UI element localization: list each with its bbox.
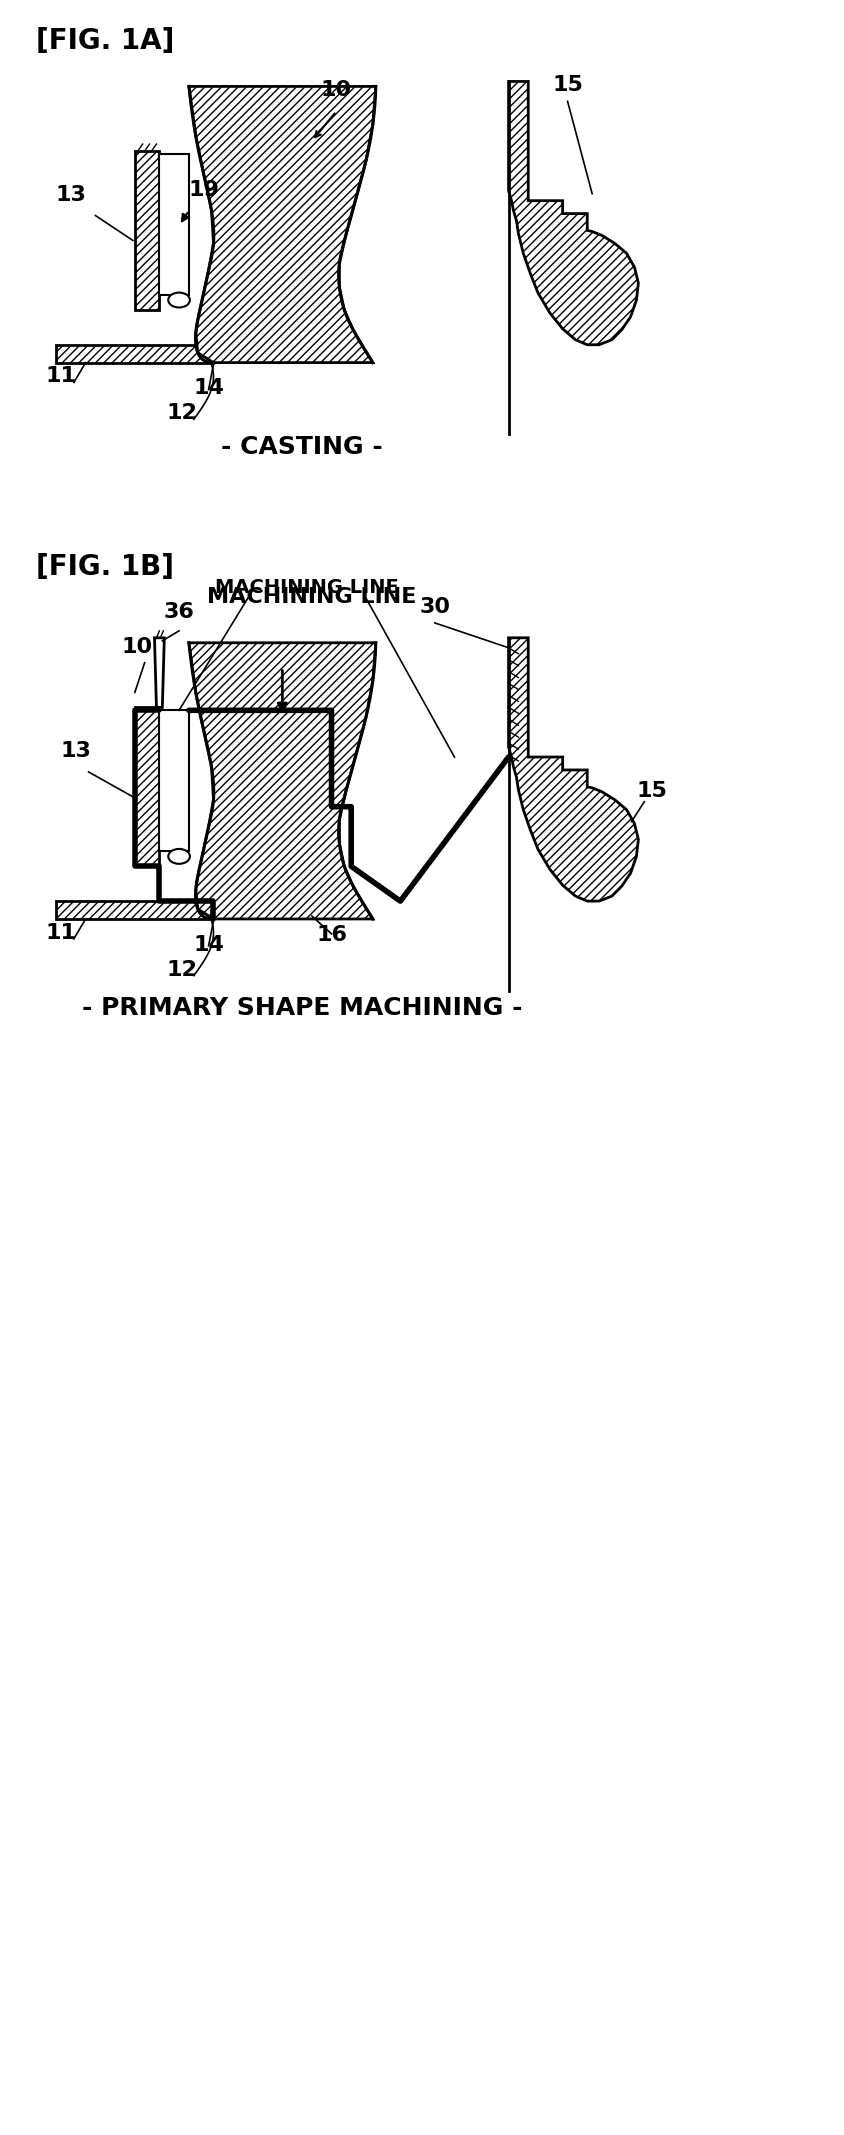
- Text: 14: 14: [193, 935, 224, 954]
- Text: 15: 15: [551, 75, 582, 96]
- Polygon shape: [508, 638, 637, 901]
- Polygon shape: [508, 81, 637, 344]
- Text: 30: 30: [419, 598, 450, 617]
- Text: - CASTING -: - CASTING -: [221, 436, 382, 459]
- Text: [FIG. 1A]: [FIG. 1A]: [36, 28, 175, 56]
- Text: MACHINING LINE: MACHINING LINE: [215, 579, 398, 598]
- Text: 13: 13: [56, 184, 86, 205]
- Text: 14: 14: [193, 378, 224, 399]
- Ellipse shape: [168, 850, 190, 865]
- Text: MACHINING LINE: MACHINING LINE: [207, 587, 416, 606]
- Text: 12: 12: [166, 959, 197, 980]
- Text: 10: 10: [321, 81, 352, 100]
- Polygon shape: [135, 152, 160, 310]
- Text: 11: 11: [46, 922, 77, 944]
- Text: 36: 36: [164, 602, 194, 621]
- Text: 13: 13: [60, 741, 91, 760]
- Polygon shape: [56, 344, 214, 363]
- Text: [FIG. 1B]: [FIG. 1B]: [36, 553, 174, 581]
- Polygon shape: [189, 643, 376, 918]
- Polygon shape: [160, 711, 189, 852]
- Text: 10: 10: [122, 636, 152, 658]
- Polygon shape: [189, 85, 376, 363]
- Polygon shape: [154, 638, 164, 707]
- Text: 12: 12: [166, 404, 197, 423]
- Text: 19: 19: [188, 179, 219, 201]
- Polygon shape: [56, 901, 214, 918]
- Text: 15: 15: [636, 781, 667, 801]
- Polygon shape: [135, 707, 160, 867]
- Ellipse shape: [168, 292, 190, 307]
- Polygon shape: [160, 154, 189, 295]
- Text: 11: 11: [46, 367, 77, 386]
- Text: - PRIMARY SHAPE MACHINING -: - PRIMARY SHAPE MACHINING -: [82, 997, 522, 1021]
- Text: 16: 16: [316, 924, 347, 946]
